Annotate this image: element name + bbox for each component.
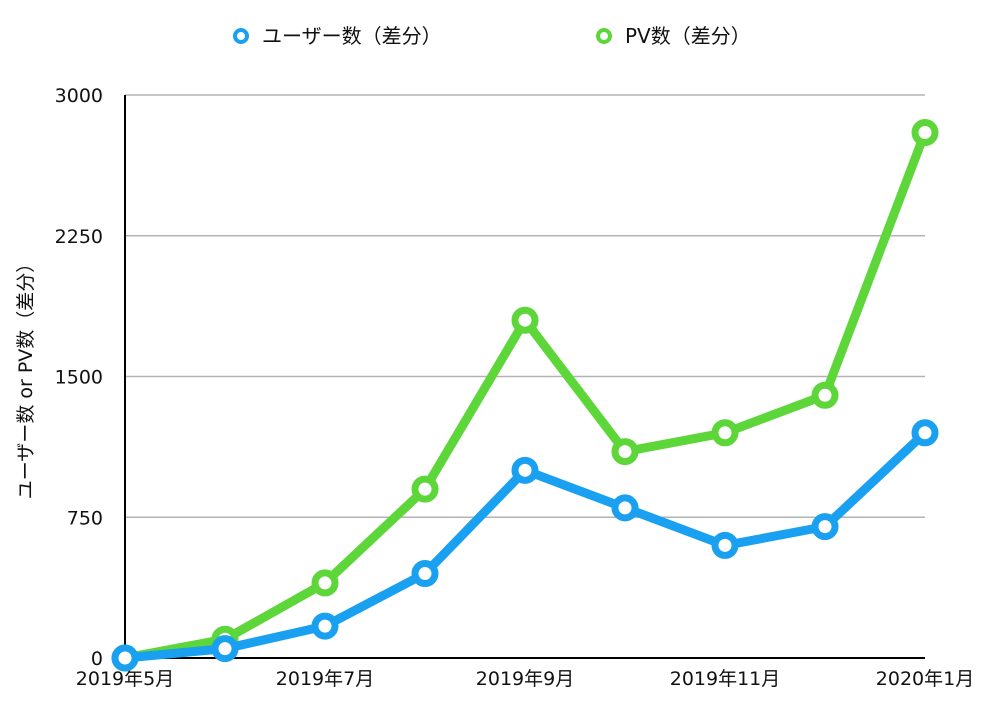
data-point — [911, 419, 939, 447]
data-point — [411, 475, 439, 503]
y-axis-title: ユーザー数 or PV数（差分） — [15, 254, 37, 500]
series-line — [120, 128, 930, 663]
x-tick-label: 2019年11月 — [670, 668, 781, 690]
data-point — [811, 513, 839, 541]
y-tick-label: 750 — [67, 507, 103, 529]
legend-marker-pv — [596, 28, 612, 44]
data-point — [611, 438, 639, 466]
series-1 — [111, 119, 939, 672]
x-tick-label: 2019年5月 — [76, 668, 174, 690]
gridlines — [125, 94, 925, 518]
series-0 — [111, 419, 939, 672]
data-point — [511, 306, 539, 334]
x-axis-ticks: 2019年5月 2019年7月 2019年9月 2019年11月 2020年1月 — [76, 668, 974, 690]
data-point — [711, 531, 739, 559]
data-point — [311, 569, 339, 597]
data-point — [111, 644, 139, 672]
data-point — [411, 560, 439, 588]
y-tick-label: 2250 — [55, 226, 103, 248]
legend-item-users: ユーザー数（差分） — [233, 24, 442, 48]
data-point — [511, 456, 539, 484]
y-tick-label: 3000 — [55, 85, 103, 107]
series-layer — [111, 119, 939, 672]
data-point — [311, 612, 339, 640]
x-tick-label: 2019年9月 — [476, 668, 574, 690]
y-tick-label: 0 — [91, 648, 103, 670]
legend-label-users: ユーザー数（差分） — [262, 24, 442, 48]
legend: ユーザー数（差分） PV数（差分） — [233, 24, 751, 48]
data-point — [211, 635, 239, 663]
data-point — [711, 419, 739, 447]
y-tick-label: 1500 — [55, 367, 103, 389]
data-point — [811, 381, 839, 409]
x-tick-label: 2019年7月 — [276, 668, 374, 690]
legend-label-pv: PV数（差分） — [625, 24, 751, 48]
legend-marker-users — [233, 28, 249, 44]
legend-item-pv: PV数（差分） — [596, 24, 751, 48]
x-tick-label: 2020年1月 — [876, 668, 974, 690]
y-axis-ticks: 0 750 1500 2250 3000 — [55, 85, 103, 670]
data-point — [611, 494, 639, 522]
data-point — [911, 119, 939, 147]
